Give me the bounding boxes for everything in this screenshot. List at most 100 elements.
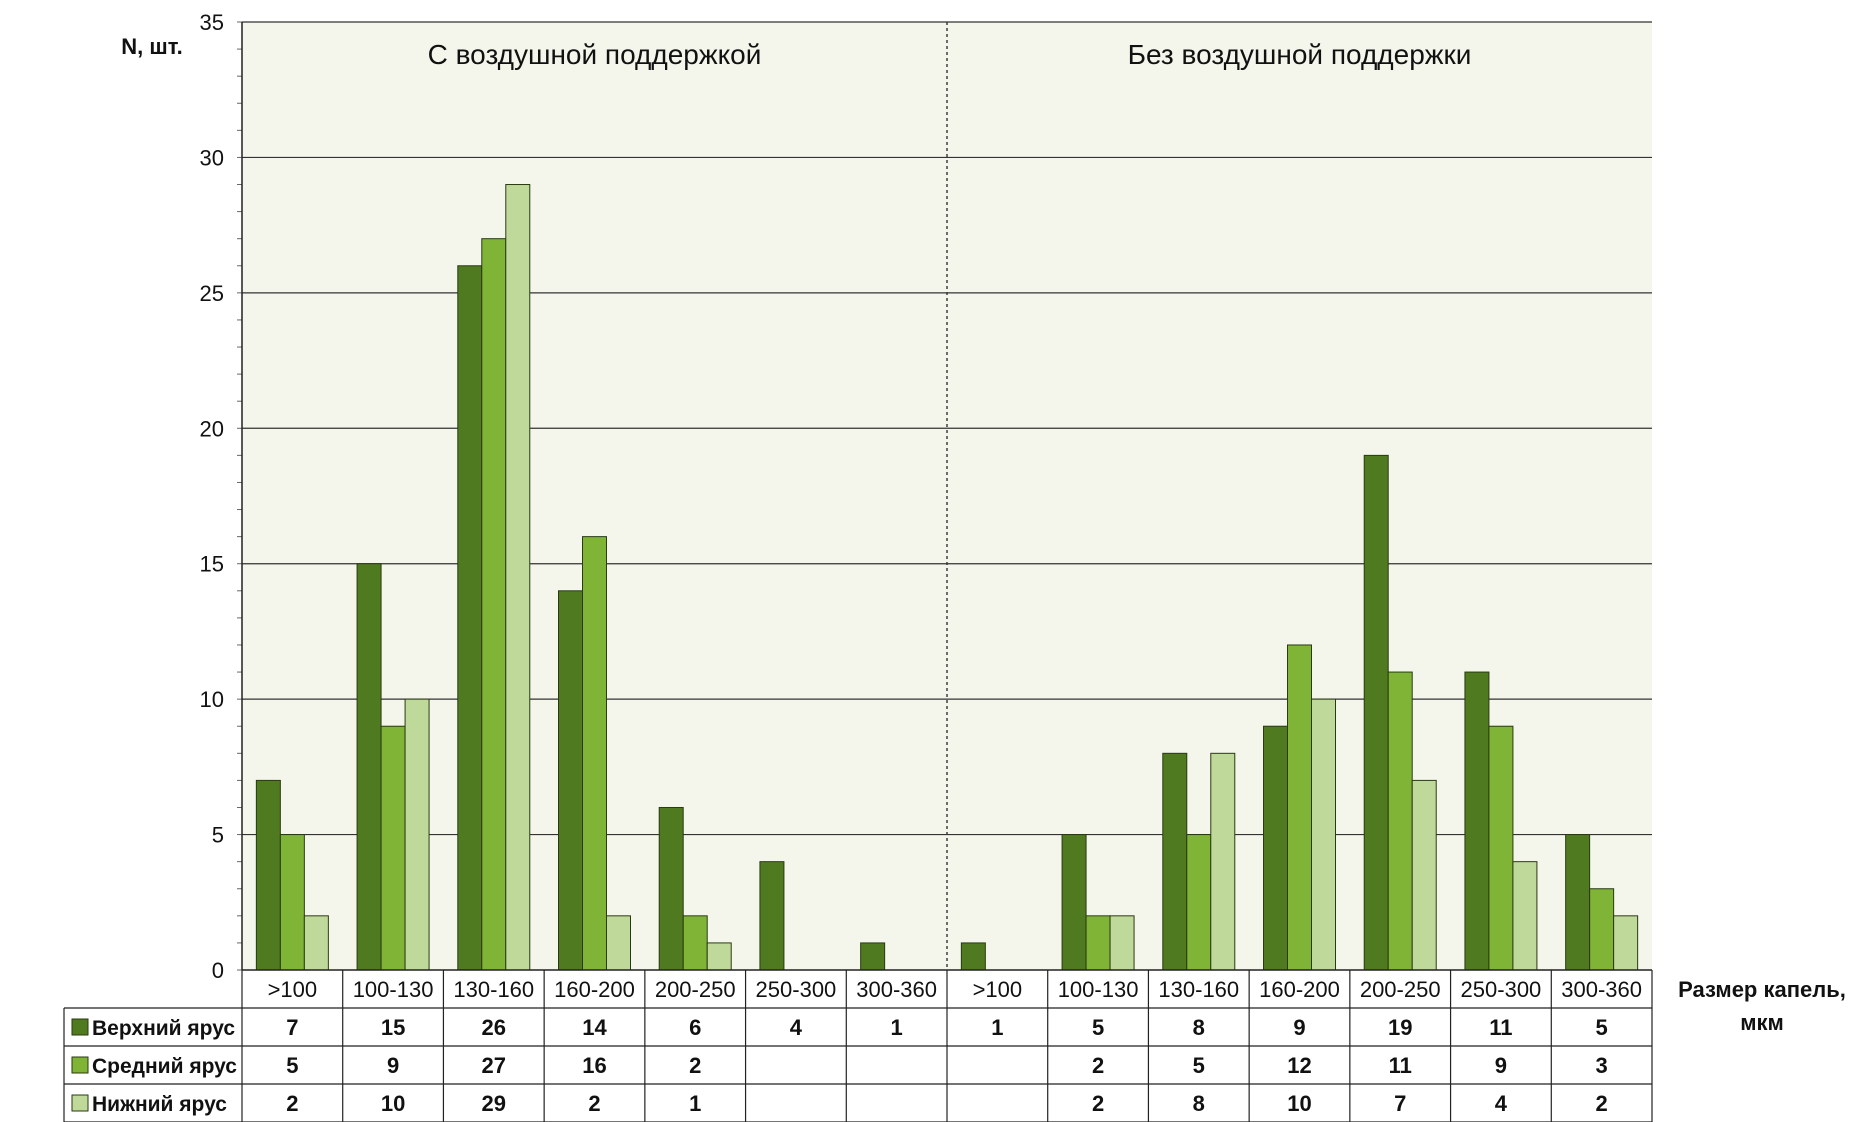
legend-label: Средний ярус bbox=[92, 1055, 237, 1078]
data-label: 2 bbox=[588, 1091, 600, 1116]
data-label: 5 bbox=[1193, 1053, 1205, 1078]
bar bbox=[279, 834, 305, 971]
bar bbox=[380, 725, 406, 971]
y-tick-label: 20 bbox=[200, 416, 224, 441]
x-tick-label: 130-160 bbox=[1158, 977, 1239, 1002]
data-label: 2 bbox=[1092, 1091, 1104, 1116]
data-label: 27 bbox=[482, 1053, 506, 1078]
data-label: 10 bbox=[381, 1091, 405, 1116]
bar bbox=[860, 942, 886, 971]
y-tick-label: 15 bbox=[200, 552, 224, 577]
data-label: 19 bbox=[1388, 1015, 1412, 1040]
x-tick-label: 200-250 bbox=[1360, 977, 1441, 1002]
x-tick-label: 100-130 bbox=[353, 977, 434, 1002]
data-label: 16 bbox=[582, 1053, 606, 1078]
data-label: 7 bbox=[1394, 1091, 1406, 1116]
bar bbox=[658, 806, 684, 971]
y-axis-title: N, шт. bbox=[121, 34, 182, 59]
x-tick-label: 300-360 bbox=[1561, 977, 1642, 1002]
legend-swatch bbox=[71, 1018, 89, 1036]
data-label: 7 bbox=[286, 1015, 298, 1040]
group-title: Без воздушной поддержки bbox=[1128, 39, 1472, 70]
x-tick-label: 200-250 bbox=[655, 977, 736, 1002]
x-tick-label: 130-160 bbox=[453, 977, 534, 1002]
bar bbox=[481, 238, 507, 971]
bar bbox=[1512, 861, 1538, 971]
bar bbox=[1210, 752, 1236, 971]
group-title: С воздушной поддержкой bbox=[428, 39, 762, 70]
legend-label: Нижний ярус bbox=[92, 1093, 227, 1116]
bar bbox=[1085, 915, 1111, 971]
bar bbox=[1263, 725, 1288, 971]
x-tick-label: 160-200 bbox=[554, 977, 635, 1002]
x-axis-title: Размер капель, bbox=[1678, 977, 1846, 1002]
data-label: 5 bbox=[1092, 1015, 1104, 1040]
data-label: 3 bbox=[1596, 1053, 1608, 1078]
data-label: 1 bbox=[689, 1091, 701, 1116]
data-label: 2 bbox=[1596, 1091, 1608, 1116]
data-label: 1 bbox=[991, 1015, 1003, 1040]
bar bbox=[303, 915, 329, 971]
legend-swatch bbox=[71, 1056, 89, 1074]
data-label: 5 bbox=[286, 1053, 298, 1078]
data-label: 15 bbox=[381, 1015, 405, 1040]
data-label: 10 bbox=[1287, 1091, 1311, 1116]
bar bbox=[1589, 888, 1615, 971]
y-tick-label: 25 bbox=[200, 281, 224, 306]
data-label: 8 bbox=[1193, 1015, 1205, 1040]
bar bbox=[1565, 834, 1591, 971]
y-tick-label: 5 bbox=[212, 823, 224, 848]
data-label: 26 bbox=[482, 1015, 506, 1040]
bar bbox=[558, 590, 583, 971]
x-tick-label: >100 bbox=[268, 977, 318, 1002]
bar bbox=[1363, 454, 1389, 971]
data-label: 6 bbox=[689, 1015, 701, 1040]
bar bbox=[606, 915, 631, 971]
legend-swatch bbox=[71, 1094, 89, 1112]
bar bbox=[1411, 779, 1437, 971]
bar bbox=[1186, 834, 1212, 971]
data-label: 8 bbox=[1193, 1091, 1205, 1116]
bar bbox=[582, 536, 607, 971]
bar bbox=[1109, 915, 1135, 971]
y-tick-label: 30 bbox=[200, 145, 224, 170]
x-tick-label: 250-300 bbox=[1461, 977, 1542, 1002]
data-label: 29 bbox=[482, 1091, 506, 1116]
bar bbox=[1464, 671, 1490, 971]
data-label: 2 bbox=[286, 1091, 298, 1116]
data-label: 9 bbox=[1293, 1015, 1305, 1040]
bar bbox=[1287, 644, 1312, 971]
data-label: 11 bbox=[1389, 1053, 1412, 1078]
data-label: 12 bbox=[1287, 1053, 1311, 1078]
bar bbox=[255, 779, 281, 971]
x-tick-label: 160-200 bbox=[1259, 977, 1340, 1002]
data-label: 9 bbox=[387, 1053, 399, 1078]
data-label: 1 bbox=[891, 1015, 903, 1040]
bar bbox=[960, 942, 986, 971]
data-label: 11 bbox=[1489, 1015, 1512, 1040]
y-tick-label: 10 bbox=[200, 687, 224, 712]
data-label: 2 bbox=[689, 1053, 701, 1078]
bar bbox=[356, 563, 382, 971]
data-label: 2 bbox=[1092, 1053, 1104, 1078]
bar bbox=[1488, 725, 1514, 971]
x-axis-title-unit: мкм bbox=[1740, 1010, 1784, 1035]
bar bbox=[1613, 915, 1639, 971]
bar bbox=[1387, 671, 1413, 971]
data-label: 9 bbox=[1495, 1053, 1507, 1078]
data-label: 4 bbox=[1495, 1091, 1508, 1116]
x-tick-label: 300-360 bbox=[856, 977, 937, 1002]
x-tick-label: 250-300 bbox=[756, 977, 837, 1002]
bar bbox=[457, 265, 483, 971]
bar bbox=[682, 915, 708, 971]
bar bbox=[759, 861, 785, 971]
bar bbox=[706, 942, 732, 971]
y-tick-label: 0 bbox=[212, 958, 224, 983]
bar bbox=[404, 698, 430, 971]
legend-label: Верхний ярус bbox=[92, 1017, 235, 1040]
x-tick-label: 100-130 bbox=[1058, 977, 1139, 1002]
data-label: 14 bbox=[582, 1015, 607, 1040]
x-tick-label: >100 bbox=[973, 977, 1023, 1002]
